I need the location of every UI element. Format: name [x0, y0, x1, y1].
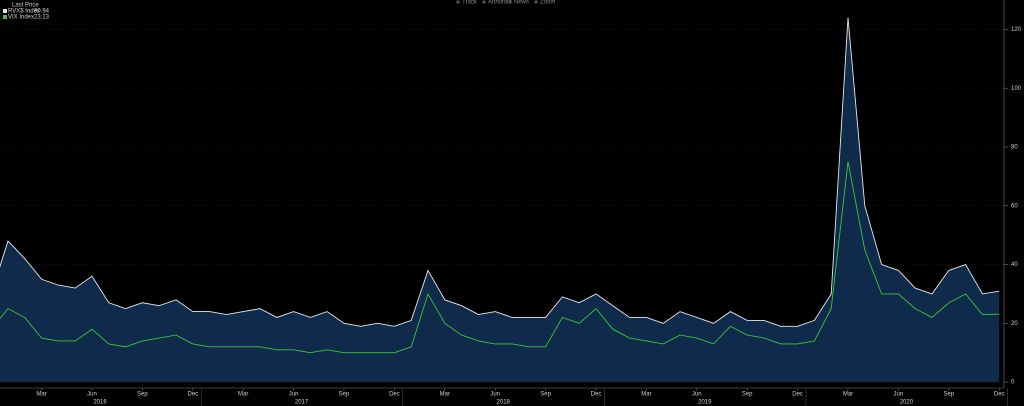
legend-swatch [3, 9, 7, 13]
x-tick-label: Mar [440, 392, 450, 398]
legend-value: 30.94 [34, 9, 50, 15]
series [0, 17, 1000, 383]
y-tick-label: 0 [1011, 380, 1015, 386]
x-tick-label: Dec [792, 392, 803, 398]
area [0, 17, 1000, 383]
x-tick-label: Jun [87, 392, 97, 398]
y-tick-label: 60 [1011, 203, 1018, 209]
toolbar-button[interactable]: News [514, 0, 529, 6]
x-tick-label: Mar [843, 392, 853, 398]
year-label: 2017 [295, 400, 309, 406]
legend-swatch [3, 15, 7, 19]
legend-label: RVX$ Index [8, 9, 40, 15]
x-tick-label: Jun [289, 392, 299, 398]
y-tick-label: 40 [1011, 262, 1018, 268]
toolbar: Track Annotate News Zoom [456, 0, 555, 6]
x-tick-label: Jun [490, 392, 500, 398]
x-tick-label: Mar [238, 392, 248, 398]
x-tick-label: Sep [943, 392, 954, 398]
x-tick-label: Sep [540, 392, 551, 398]
toolbar-icon [482, 0, 486, 4]
year-label: 2019 [698, 400, 712, 406]
y-tick-label: 100 [1011, 86, 1022, 92]
toolbar-button[interactable]: Track [462, 0, 478, 6]
line [0, 17, 1000, 327]
toolbar-button[interactable]: Zoom [540, 0, 555, 6]
toolbar-icon [534, 0, 538, 4]
legend-title: Last Price [12, 3, 39, 9]
x-tick-label: Jun [692, 392, 702, 398]
y-tick-label: 80 [1011, 145, 1018, 151]
x-tick-label: Dec [389, 392, 400, 398]
toolbar-button[interactable]: Annotate [488, 0, 513, 6]
legend-value: 23.13 [34, 15, 50, 21]
x-tick-label: Sep [339, 392, 350, 398]
x-tick-label: Sep [742, 392, 753, 398]
x-tick-label: Dec [591, 392, 602, 398]
x-tick-label: Sep [137, 392, 148, 398]
x-tick-label: Mar [641, 392, 651, 398]
y-tick-label: 120 [1011, 27, 1022, 33]
x-tick-label: Mar [36, 392, 46, 398]
year-label: 2016 [93, 400, 107, 406]
legend-label: VIX Index [8, 15, 34, 21]
y-tick-label: 20 [1011, 321, 1018, 327]
x-tick-label: Jun [894, 392, 904, 398]
year-label: 2020 [900, 400, 914, 406]
toolbar-icon [456, 0, 460, 4]
x-tick-label: Dec [994, 392, 1005, 398]
year-label: 2018 [497, 400, 511, 406]
x-tick-label: Dec [187, 392, 198, 398]
toolbar-icon [508, 0, 512, 4]
line [0, 161, 1000, 354]
